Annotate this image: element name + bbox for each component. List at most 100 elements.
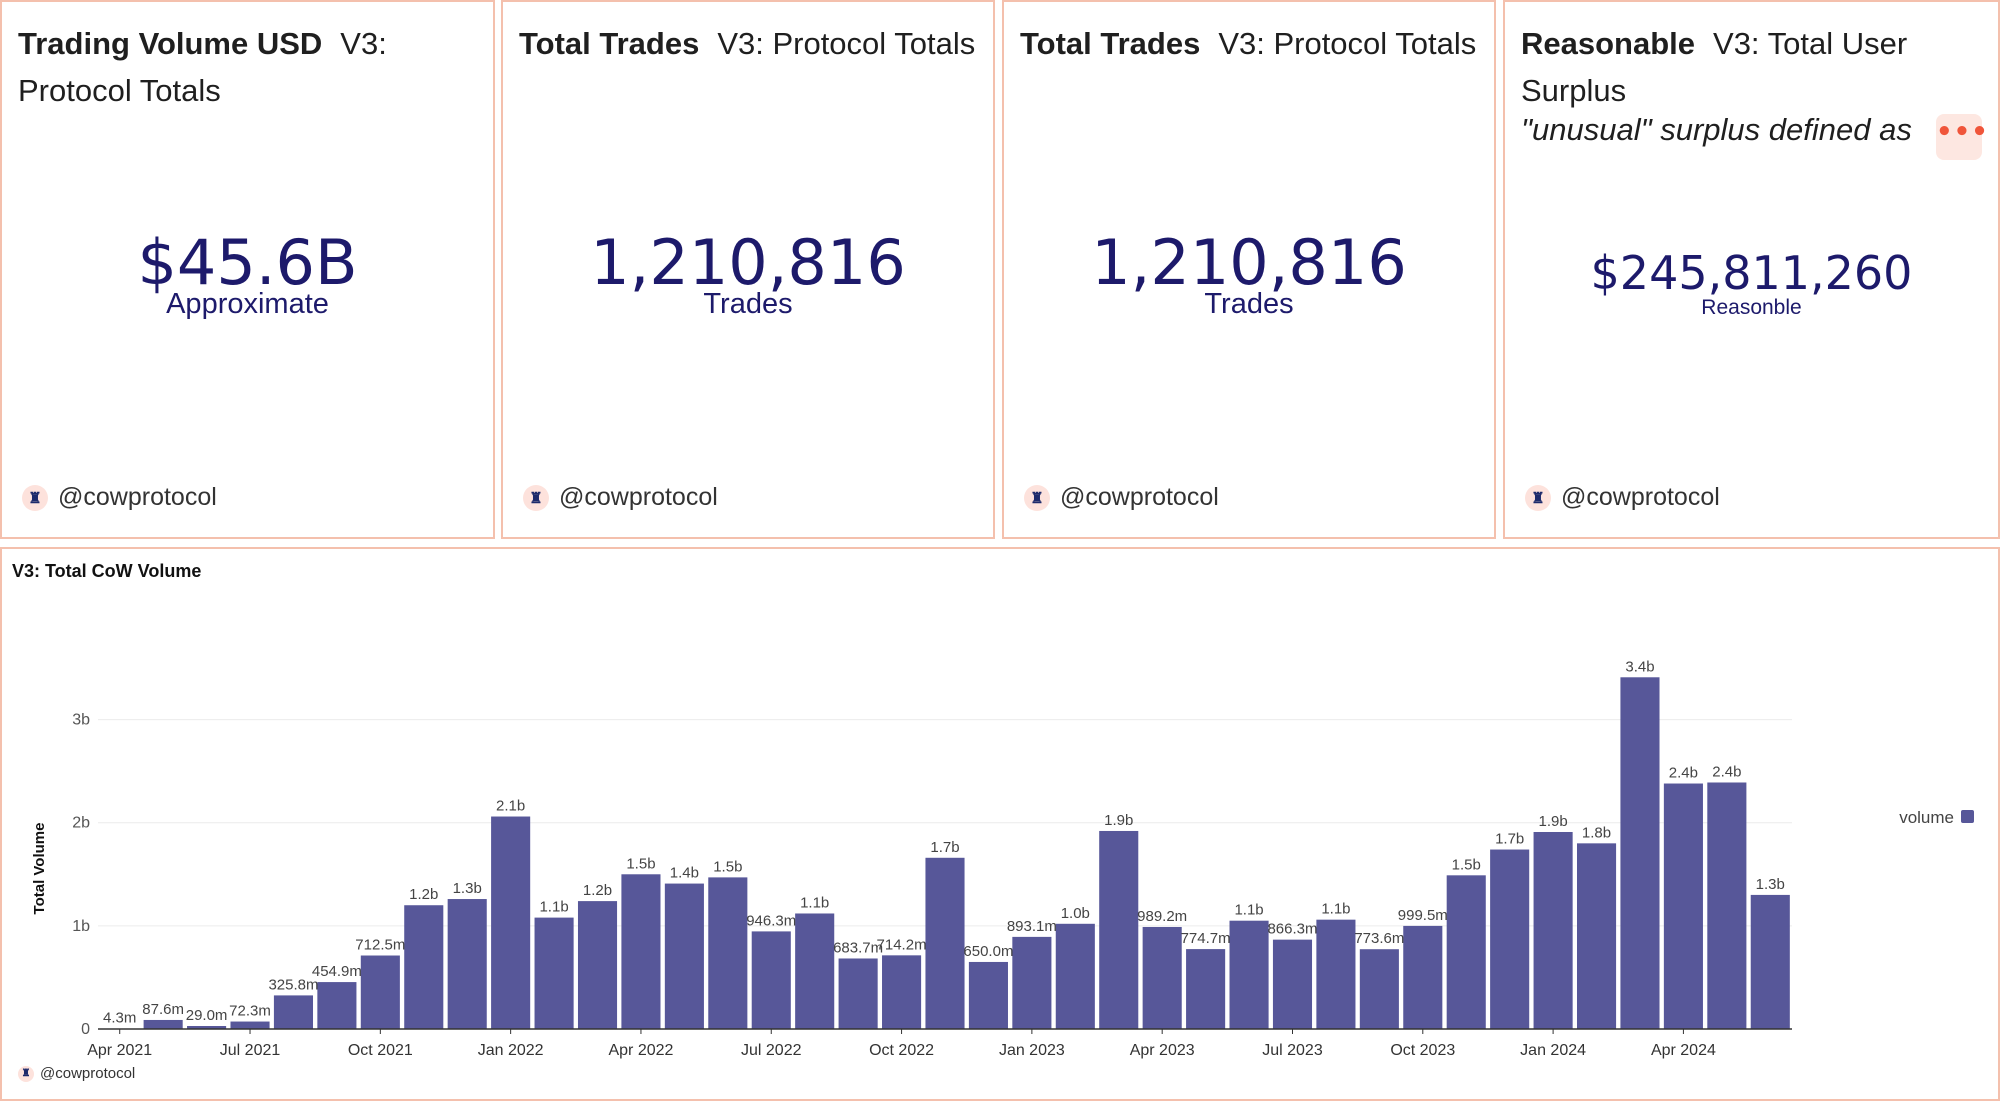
card-title: Total Trades V3: Protocol Totals bbox=[1020, 26, 1477, 61]
axis-layer: 0 1b 2b 3b Apr 2021 Jul 2021 Oct 2021 Jan 2022 A… bbox=[31, 712, 1974, 1059]
bar bbox=[317, 982, 357, 1029]
owner-link[interactable]: ♜ @cowprotocol bbox=[1525, 483, 1720, 512]
bar bbox=[1663, 783, 1703, 1029]
chart-card-total-cow-volume[interactable]: V3: Total CoW Volume 4.3m 87.6m 29.0m 72.3m… bbox=[0, 547, 2000, 1101]
bar bbox=[577, 901, 618, 1029]
data-label: 1.5b bbox=[1452, 856, 1481, 873]
data-label: 773.6m bbox=[1354, 930, 1404, 947]
bar bbox=[968, 961, 1008, 1029]
bar bbox=[1403, 925, 1443, 1029]
bar bbox=[1533, 831, 1573, 1029]
bar bbox=[1707, 782, 1747, 1029]
data-label: 946.3m bbox=[746, 912, 796, 929]
stat-card-user-surplus[interactable]: Reasonable V3: Total User Surplus "unusua… bbox=[1503, 0, 2000, 539]
bar bbox=[273, 995, 314, 1029]
owner-label: @cowprotocol bbox=[1561, 483, 1720, 511]
card-value-label: Reasonble bbox=[1701, 296, 1802, 319]
x-tick-label: Apr 2022 bbox=[608, 1042, 673, 1059]
owner-link[interactable]: ♜ @cowprotocol bbox=[22, 483, 217, 512]
bar bbox=[882, 955, 922, 1029]
bar bbox=[534, 917, 574, 1029]
data-label: 2.4b bbox=[1669, 765, 1698, 782]
data-label: 325.8m bbox=[268, 976, 318, 993]
card-value-label: Approximate bbox=[166, 288, 329, 320]
x-tick-label: Oct 2021 bbox=[348, 1042, 413, 1059]
owner-label: @cowprotocol bbox=[40, 1065, 136, 1082]
data-label: 1.2b bbox=[583, 882, 612, 899]
card-title: Total Trades V3: Protocol Totals bbox=[519, 26, 976, 61]
card-value-label: Trades bbox=[703, 288, 793, 320]
data-label: 1.4b bbox=[670, 865, 699, 882]
bar bbox=[447, 899, 487, 1029]
data-label: 87.6m bbox=[142, 1001, 184, 1018]
bar bbox=[708, 877, 748, 1029]
card-value-label: Trades bbox=[1204, 288, 1294, 320]
card-value: $45.6B bbox=[137, 226, 358, 299]
bar bbox=[230, 1021, 270, 1029]
y-tick-label: 3b bbox=[72, 712, 90, 729]
y-tick-label: 2b bbox=[72, 815, 90, 832]
bar bbox=[1142, 926, 1182, 1029]
data-label: 1.2b bbox=[409, 886, 438, 903]
bar bbox=[1576, 843, 1617, 1029]
bar bbox=[1012, 936, 1052, 1029]
bar bbox=[1272, 939, 1313, 1029]
owner-link[interactable]: ♜ @cowprotocol bbox=[523, 483, 718, 512]
legend-label: volume bbox=[1899, 808, 1954, 827]
bar bbox=[838, 958, 878, 1029]
bar bbox=[751, 931, 791, 1029]
owner-label: @cowprotocol bbox=[1060, 483, 1219, 511]
data-label: 1.3b bbox=[453, 880, 482, 897]
data-label: 1.1b bbox=[1321, 901, 1350, 918]
data-label: 650.0m bbox=[963, 943, 1013, 960]
data-label: 72.3m bbox=[229, 1003, 271, 1020]
bar bbox=[1750, 894, 1790, 1029]
card-title: Reasonable V3: Total User Surplus bbox=[1521, 26, 1908, 108]
y-axis-title: Total Volume bbox=[31, 823, 48, 915]
x-tick-label: Jul 2022 bbox=[741, 1042, 802, 1059]
x-tick-label: Oct 2022 bbox=[869, 1042, 934, 1059]
data-label: 454.9m bbox=[312, 963, 362, 980]
bar bbox=[1316, 919, 1356, 1029]
stat-card-trading-volume[interactable]: Trading Volume USD V3: Protocol Totals $4… bbox=[0, 0, 495, 539]
stat-card-total-trades[interactable]: Total Trades V3: Protocol Totals 1,210,81… bbox=[501, 0, 995, 539]
bar bbox=[1359, 949, 1399, 1029]
chart-title: V3: Total CoW Volume bbox=[12, 561, 202, 581]
data-label: 1.1b bbox=[800, 894, 829, 911]
bar bbox=[1099, 830, 1139, 1029]
data-label: 1.1b bbox=[539, 899, 568, 916]
data-label: 683.7m bbox=[833, 939, 883, 956]
bar bbox=[1055, 923, 1095, 1029]
data-label: 989.2m bbox=[1137, 908, 1187, 925]
data-label: 29.0m bbox=[186, 1007, 228, 1024]
bar bbox=[143, 1019, 183, 1029]
owner-link[interactable]: ♜ @cowprotocol bbox=[1024, 483, 1219, 512]
bar bbox=[1620, 677, 1660, 1029]
more-options-button[interactable]: ••• bbox=[1936, 114, 1988, 160]
x-tick-label: Jul 2021 bbox=[220, 1042, 281, 1059]
data-label: 1.5b bbox=[713, 858, 742, 875]
data-label: 1.9b bbox=[1539, 813, 1568, 830]
cow-avatar-icon: ♜ bbox=[1024, 484, 1050, 511]
data-label: 999.5m bbox=[1398, 907, 1448, 924]
data-label: 866.3m bbox=[1267, 921, 1317, 938]
owner-label: @cowprotocol bbox=[559, 483, 718, 511]
bar bbox=[491, 816, 531, 1029]
data-label: 712.5m bbox=[355, 937, 405, 954]
owner-link[interactable]: ♜ @cowprotocol bbox=[18, 1065, 135, 1082]
data-label: 1.1b bbox=[1234, 902, 1263, 919]
bar bbox=[925, 857, 965, 1029]
data-label: 1.8b bbox=[1582, 824, 1611, 841]
bar-layer bbox=[100, 677, 1790, 1030]
data-label: 2.1b bbox=[496, 798, 525, 815]
bar bbox=[404, 905, 444, 1029]
data-label: 714.2m bbox=[877, 936, 927, 953]
stat-card-total-trades-2[interactable]: Total Trades V3: Protocol Totals 1,210,81… bbox=[1002, 0, 1496, 539]
bar bbox=[795, 913, 835, 1029]
cow-avatar-icon: ♜ bbox=[523, 484, 549, 511]
data-label: 2.4b bbox=[1712, 763, 1741, 780]
data-label: 1.5b bbox=[626, 855, 655, 872]
x-tick-label: Jan 2022 bbox=[478, 1042, 544, 1059]
